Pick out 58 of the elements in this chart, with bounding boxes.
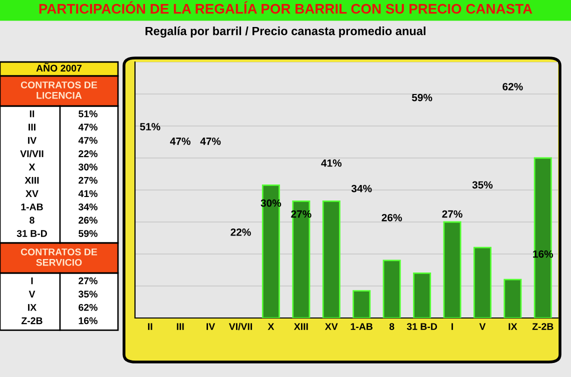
category-label: IX <box>28 304 37 311</box>
category-label: V <box>28 290 36 298</box>
annotation: 22% <box>230 228 251 236</box>
x-tick-label: XIII <box>294 323 308 330</box>
text: CONTRATOS DE LICENCIA <box>20 81 98 99</box>
x-tick-label: 8 <box>389 323 394 330</box>
x-tick-label: X <box>268 323 274 330</box>
text: 51% <box>78 110 98 118</box>
annotation: 34% <box>351 184 372 192</box>
text: 47% <box>78 137 98 144</box>
annotation: 26% <box>382 214 402 222</box>
text: 62% <box>78 304 98 311</box>
text: 41% <box>78 190 98 198</box>
text: 59% <box>78 230 98 237</box>
x-tick-label: 31 B-D <box>406 323 438 330</box>
x-tick-label: I <box>452 323 453 330</box>
category-label: 8 <box>30 216 34 224</box>
category-label: Z-2B <box>21 317 42 324</box>
text: 27% <box>78 277 98 284</box>
chart-subtitle: Regalía por barril / Precio canasta promedio anual <box>146 26 426 38</box>
text: 16% <box>78 317 98 324</box>
category-label: 31 B-D <box>16 230 47 237</box>
category-label: XIII <box>24 176 39 184</box>
text: 26% <box>78 216 98 224</box>
annotation: 41% <box>321 159 342 167</box>
category-label: I <box>31 277 33 284</box>
text: 51% <box>140 123 160 130</box>
text: CONTRATOS DE SERVICIO <box>20 248 98 266</box>
text: 35% <box>78 290 98 298</box>
text: 30% <box>78 164 98 170</box>
text: 27% <box>78 176 98 184</box>
x-tick-label: IX <box>508 323 518 330</box>
x-tick-label: III <box>176 323 184 330</box>
x-tick-label: XV <box>324 323 338 330</box>
text: 59% <box>412 94 432 102</box>
text: 47% <box>78 124 98 131</box>
x-tick-label: Z-2B <box>532 323 554 330</box>
chart-title: PARTICIPACIÓN DE LA REGALÍA POR BARRIL CON SU PRECIO CANASTA <box>39 1 532 14</box>
category-label: II <box>30 110 34 118</box>
text: 47% <box>200 138 221 145</box>
x-tick-label: IV <box>206 323 216 330</box>
category-label: III <box>28 124 36 130</box>
category-label: XV <box>26 190 38 197</box>
category-label: VI/VII <box>20 150 44 158</box>
x-tick-label: II <box>148 323 152 330</box>
annotation: 35% <box>472 181 493 189</box>
category-label: X <box>28 164 36 170</box>
text: 22% <box>78 150 98 158</box>
x-tick-label: 1-AB <box>350 323 373 330</box>
x-tick-label: V <box>479 323 486 330</box>
text: 62% <box>502 82 523 90</box>
category-label: 1-AB <box>21 204 43 210</box>
annotation: 27% <box>442 210 462 218</box>
x-tick-label: VI/VII <box>228 322 252 330</box>
category-label: IV <box>28 137 37 144</box>
text: 34% <box>78 203 98 210</box>
text: AÑO 2007 <box>36 62 82 72</box>
text: 47% <box>170 138 190 145</box>
